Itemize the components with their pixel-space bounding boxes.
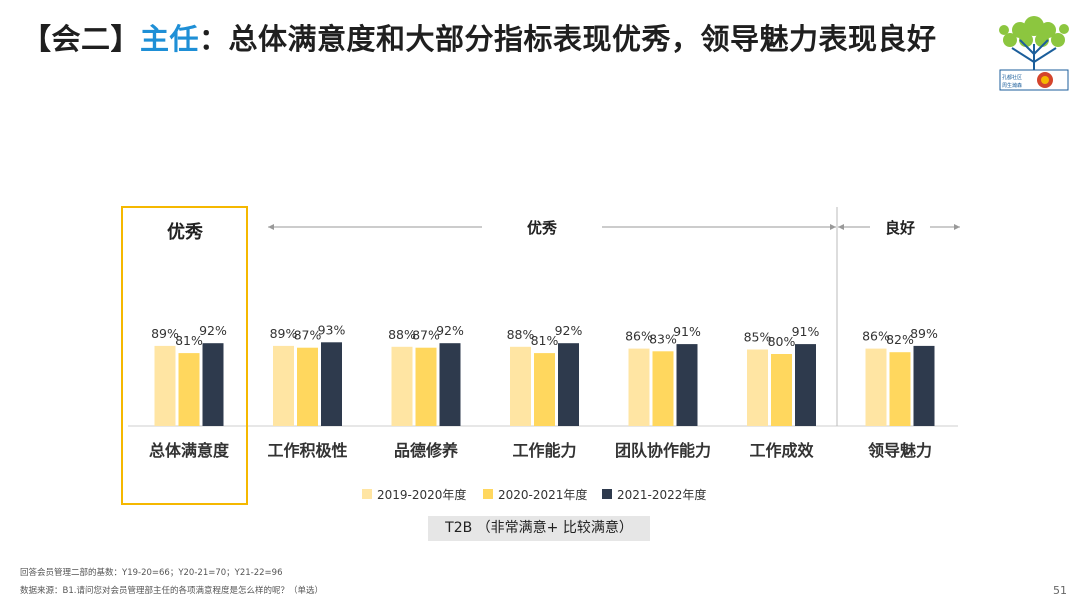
group-label-1: 优秀 <box>527 219 558 237</box>
tree-logo-icon: 孔都社区 周生瀚森 <box>999 16 1069 91</box>
data-label-5-0: 85% <box>744 330 772 345</box>
category-label-4: 团队协作能力 <box>615 441 711 460</box>
bar-0-2 <box>202 343 224 426</box>
data-label-1-0: 89% <box>270 326 298 341</box>
base-footnote: 回答会员管理二部的基数：Y19-20=66；Y20-21=70；Y21-22=9… <box>20 568 283 578</box>
t2b-label: T2B （非常满意+ 比较满意） <box>428 516 650 541</box>
data-label-1-1: 87% <box>294 328 322 343</box>
data-label-2-2: 92% <box>436 323 464 338</box>
bar-6-1 <box>889 352 911 426</box>
data-label-3-2: 92% <box>555 323 583 338</box>
data-label-1-2: 93% <box>318 322 346 337</box>
bar-2-1 <box>415 347 437 426</box>
highlight-box <box>121 206 248 505</box>
legend-swatch-2020 <box>483 489 493 499</box>
data-label-2-0: 88% <box>388 327 416 342</box>
bar-2-2 <box>439 343 461 426</box>
data-label-0-2: 92% <box>199 323 227 338</box>
legend-label-2021: 2021-2022年度 <box>617 487 707 502</box>
bar-6-2 <box>913 345 935 426</box>
bar-4-2 <box>676 344 698 426</box>
bar-4-0 <box>628 348 650 426</box>
legend-label-2019: 2019-2020年度 <box>377 487 467 502</box>
bar-0-0 <box>154 345 176 426</box>
logo-text-1: 孔都社区 <box>1002 74 1022 81</box>
page-number: 51 <box>1053 584 1067 597</box>
legend-swatch-2019 <box>362 489 372 499</box>
data-label-0-1: 81% <box>175 333 203 348</box>
group-arrowhead-left-2 <box>838 224 844 230</box>
bar-1-2 <box>321 342 342 426</box>
bar-2-0 <box>391 346 413 426</box>
category-label-0: 总体满意度 <box>149 441 230 460</box>
legend-item-2021: 2021-2022年度 <box>602 486 706 502</box>
bar-1-0 <box>273 345 294 426</box>
data-label-0-0: 89% <box>151 326 179 341</box>
page-title: 【会二】主任：总体满意度和大部分指标表现优秀，领导魅力表现良好 <box>22 16 1002 56</box>
title-rest: ：总体满意度和大部分指标表现优秀，领导魅力表现良好 <box>199 22 937 56</box>
category-label-3: 工作能力 <box>512 441 576 460</box>
data-label-4-1: 83% <box>649 331 677 346</box>
group-arrowhead-left-1 <box>268 224 274 230</box>
data-label-2-1: 87% <box>412 328 440 343</box>
group-arrowhead-right-2 <box>954 224 960 230</box>
bar-5-1 <box>771 354 792 426</box>
category-label-1: 工作积极性 <box>267 441 347 460</box>
bar-5-2 <box>795 344 816 426</box>
data-label-6-0: 86% <box>862 329 890 344</box>
data-label-3-1: 81% <box>531 333 559 348</box>
bar-6-0 <box>865 348 887 426</box>
title-prefix: 【会二】 <box>22 22 141 56</box>
bar-4-1 <box>652 351 674 426</box>
title-highlight: 主任 <box>140 22 200 56</box>
bar-1-1 <box>297 347 318 426</box>
category-label-2: 品德修养 <box>394 441 459 460</box>
data-label-5-2: 91% <box>792 324 820 339</box>
data-label-4-0: 86% <box>625 329 653 344</box>
group-label-0: 优秀 <box>167 221 203 243</box>
category-label-6: 领导魅力 <box>868 441 932 460</box>
data-label-5-1: 80% <box>768 334 796 349</box>
category-label-5: 工作成效 <box>749 441 813 460</box>
data-label-6-2: 89% <box>910 326 938 341</box>
group-arrowhead-right-1 <box>830 224 836 230</box>
source-footnote: 数据来源：B1.请问您对会员管理部主任的各项满意程度是怎么样的呢？（单选） <box>20 586 323 596</box>
data-label-4-2: 91% <box>673 324 701 339</box>
bar-5-0 <box>747 349 768 426</box>
bar-3-1 <box>534 353 555 426</box>
legend-item-2020: 2020-2021年度 <box>483 486 587 502</box>
bar-3-0 <box>510 346 531 426</box>
legend-label-2020: 2020-2021年度 <box>498 487 588 502</box>
data-label-6-1: 82% <box>886 332 914 347</box>
bar-3-2 <box>558 343 579 426</box>
legend-swatch-2021 <box>602 489 612 499</box>
group-label-2: 良好 <box>885 219 915 237</box>
bar-0-1 <box>178 353 200 426</box>
logo-text-2: 周生瀚森 <box>1002 82 1022 89</box>
legend-item-2019: 2019-2020年度 <box>362 486 466 502</box>
data-label-3-0: 88% <box>507 327 535 342</box>
